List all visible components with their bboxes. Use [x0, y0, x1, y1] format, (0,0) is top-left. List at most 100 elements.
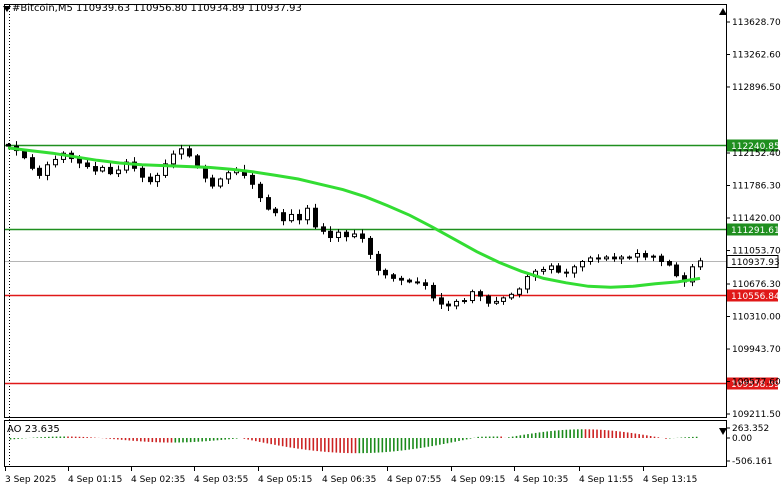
candle-body	[604, 256, 609, 260]
candle-body	[85, 162, 90, 168]
candle-body	[564, 271, 569, 274]
time-tick-label: 3 Sep 2025	[5, 475, 56, 485]
candle-body	[446, 303, 451, 307]
candle-body	[352, 233, 357, 238]
time-tick-label: 4 Sep 06:35	[322, 475, 376, 485]
level-price-tag	[727, 289, 778, 302]
candle-body	[273, 208, 278, 214]
candle-body	[423, 282, 428, 286]
candle-body	[407, 279, 412, 283]
candle-body	[155, 174, 160, 183]
candle-body	[179, 148, 184, 155]
candle-body	[226, 172, 231, 180]
candle-body	[517, 288, 522, 295]
level-price-tag	[727, 223, 778, 236]
candles	[6, 141, 703, 311]
candle-body	[258, 183, 263, 199]
candle-body	[289, 213, 294, 222]
candle-body	[22, 150, 27, 159]
candle-body	[368, 237, 373, 255]
candle-body	[439, 297, 444, 305]
moving-average-line	[7, 146, 701, 289]
candle-body	[305, 207, 310, 221]
symbol-ohlc-header: #Bitcoin,M5 110939.63 110956.80 110934.8…	[12, 3, 302, 14]
candle-body	[619, 256, 624, 260]
candle-body	[45, 164, 50, 176]
level-price-label: 111291.61	[731, 226, 780, 236]
candle-body	[336, 231, 341, 239]
candle-body	[635, 253, 640, 258]
candle-body	[572, 266, 577, 274]
candle-body	[494, 300, 499, 304]
candle-body	[612, 256, 617, 260]
candle-body	[218, 178, 223, 187]
candle-body	[391, 274, 396, 279]
level-price-label: 109558.59	[731, 380, 780, 390]
candle-body	[93, 166, 98, 172]
candle-body	[171, 153, 176, 165]
level-price-tag	[727, 139, 778, 152]
price-tick-label: 111053.70	[732, 247, 781, 257]
price-tick-label: 113262.60	[732, 50, 781, 60]
candle-body	[187, 148, 192, 157]
price-tick-label: 110310.00	[732, 313, 781, 323]
candle-body	[580, 260, 585, 268]
candle-body	[266, 197, 271, 210]
candle-body	[462, 300, 467, 303]
price-tick-label: 109211.50	[732, 410, 781, 420]
price-tick-label: 111420.00	[732, 214, 781, 224]
candle-body	[431, 284, 436, 299]
level-price-label: 112240.85	[731, 142, 780, 152]
candle-body	[651, 255, 656, 258]
candle-body	[690, 266, 695, 283]
candle-body	[344, 231, 349, 238]
candle-body	[100, 166, 105, 172]
time-tick-label: 4 Sep 05:15	[258, 475, 312, 485]
candle-body	[250, 174, 255, 185]
candle-body	[360, 233, 365, 239]
price-axis: 113628.70 113262.60 112896.50 112152.40 1117…	[726, 18, 781, 420]
time-tick-label: 4 Sep 02:35	[131, 475, 185, 485]
time-tick-label: 4 Sep 03:55	[194, 475, 248, 485]
candle-body	[470, 291, 475, 302]
current-price-label: 110937.93	[731, 258, 780, 268]
candle-body	[415, 281, 420, 284]
time-tick-label: 4 Sep 01:15	[68, 475, 122, 485]
price-tick-label: 112152.40	[732, 149, 781, 159]
price-tick-label: 113628.70	[732, 18, 781, 28]
price-tick-label: 109943.70	[732, 345, 781, 355]
candle-body	[509, 293, 514, 299]
candle-body	[203, 166, 208, 179]
candle-body	[108, 166, 113, 175]
support-resistance-levels: 112240.85 111291.61 110556.84 109558.59	[5, 139, 780, 390]
main-plot-frame	[4, 4, 727, 418]
candle-body	[37, 167, 42, 176]
level-price-tag	[727, 377, 778, 390]
candle-body	[698, 260, 703, 268]
candle-body	[525, 276, 530, 290]
candle-body	[163, 163, 168, 176]
candle-body	[674, 264, 679, 277]
ao-tick-label: -506.161	[732, 457, 772, 467]
ao-shift-down-icon[interactable]	[719, 428, 727, 435]
ao-tick-label: 0.00	[732, 434, 752, 444]
price-tick-label: 111786.30	[732, 182, 781, 192]
candle-body	[148, 176, 153, 183]
price-tick-label: 112896.50	[732, 83, 781, 93]
level-price-label: 110556.84	[731, 292, 780, 302]
chart-title-arrow-icon[interactable]	[3, 6, 11, 12]
candle-body	[383, 269, 388, 276]
candle-body	[541, 268, 546, 272]
time-tick-label: 4 Sep 09:15	[451, 475, 505, 485]
chart-shift-up-icon[interactable]	[719, 8, 727, 15]
awesome-oscillator-histogram	[9, 429, 698, 454]
candle-body	[140, 167, 145, 178]
time-tick-label: 4 Sep 07:55	[387, 475, 441, 485]
time-tick-label: 4 Sep 10:35	[514, 475, 568, 485]
candle-body	[627, 256, 632, 259]
candle-body	[321, 226, 326, 232]
time-axis: 3 Sep 2025 4 Sep 01:15 4 Sep 02:35 4 Sep 03…	[5, 467, 697, 485]
candle-body	[643, 253, 648, 258]
candle-body	[501, 297, 506, 302]
candle-body	[399, 277, 404, 281]
